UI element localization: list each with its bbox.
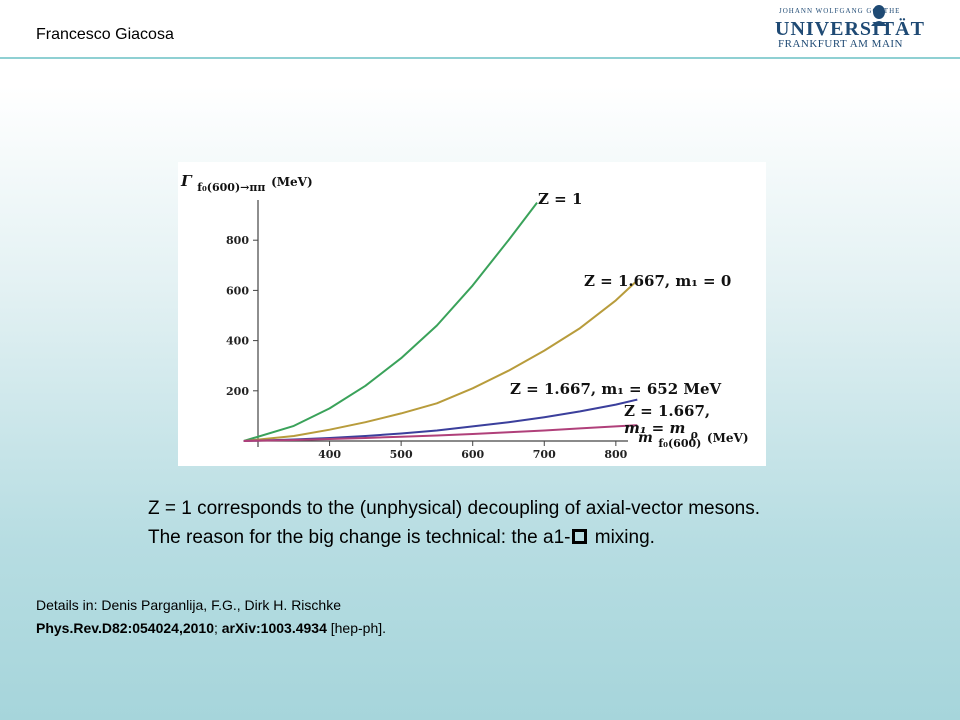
reference-journal: Phys.Rev.D82:054024,2010 xyxy=(36,620,214,636)
curve-label-z1667-mrho-2: m₁ = m ρ xyxy=(624,419,698,441)
curve-label-mrho-main: m₁ = m xyxy=(624,419,685,437)
x-tick-label: 700 xyxy=(533,448,556,461)
x-axis-title: m f₀(600) (MeV) xyxy=(638,427,749,451)
reference-separator: ; xyxy=(213,620,222,636)
details-line-2: Phys.Rev.D82:054024,2010; arXiv:1003.493… xyxy=(36,617,386,640)
y-axis-title-unit: (MeV) xyxy=(271,175,313,189)
y-tick-label: 400 xyxy=(226,335,249,348)
logo-line-3: FRANKFURT AM MAIN xyxy=(778,38,903,50)
caption-line-2: The reason for the big change is technic… xyxy=(148,523,948,552)
y-tick-label: 800 xyxy=(226,234,249,247)
reference-details: Details in: Denis Parganlija, F.G., Dirk… xyxy=(36,594,386,640)
x-tick-label: 800 xyxy=(604,448,627,461)
curve-label-z1667-m0: Z = 1.667, m₁ = 0 xyxy=(584,272,731,290)
x-tick-label: 600 xyxy=(461,448,484,461)
university-logo: JOHANN WOLFGANG GOETHE UNIVERSITÄT FRANK… xyxy=(773,4,929,52)
caption: Z = 1 corresponds to the (unphysical) de… xyxy=(148,494,948,552)
series-line-1 xyxy=(243,201,538,442)
author-name: Francesco Giacosa xyxy=(36,26,174,43)
curve-label-mrho-sub: ρ xyxy=(691,428,698,441)
x-axis-title-main: m xyxy=(638,430,653,446)
logo-line-2: UNIVERSITÄT xyxy=(775,18,925,40)
x-tick-label: 400 xyxy=(318,448,341,461)
curve-label-z1667-mrho-1: Z = 1.667, xyxy=(624,402,710,420)
x-axis-title-sub: f₀(600) xyxy=(658,437,701,450)
series-line-2 xyxy=(243,279,638,442)
caption-line-1: Z = 1 corresponds to the (unphysical) de… xyxy=(148,498,761,519)
curve-label-z1667-m652: Z = 1.667, m₁ = 652 MeV xyxy=(510,380,722,398)
header-divider xyxy=(0,57,960,59)
y-axis-title-sub: f₀(600)→ππ xyxy=(197,181,265,194)
x-tick-label: 500 xyxy=(390,448,413,461)
caption-line-2-after: mixing. xyxy=(589,527,655,548)
caption-line-2-before: The reason for the big change is technic… xyxy=(148,527,571,548)
reference-arxiv: arXiv:1003.4934 xyxy=(221,620,327,636)
y-axis-title: Γ f₀(600)→ππ (MeV) xyxy=(180,171,313,195)
y-tick-label: 200 xyxy=(226,385,249,398)
goethe-portrait-icon xyxy=(871,5,887,26)
missing-glyph-box-icon xyxy=(572,529,588,544)
y-tick-label: 600 xyxy=(226,284,249,297)
reference-tail: [hep-ph]. xyxy=(326,620,387,636)
details-line-1: Details in: Denis Parganlija, F.G., Dirk… xyxy=(36,597,341,613)
decay-width-chart: 400 500 600 700 800 200 400 600 800 Γ f₀(600)→ππ… xyxy=(178,162,766,466)
y-axis-title-main: Γ xyxy=(180,172,193,190)
chart-svg: 400 500 600 700 800 200 400 600 800 Γ f₀(600)→ππ… xyxy=(180,171,749,461)
series-line-4 xyxy=(243,424,638,442)
x-axis-title-unit: (MeV) xyxy=(707,431,749,445)
curve-label-z1: Z = 1 xyxy=(538,190,582,208)
logo-line-1: JOHANN WOLFGANG GOETHE xyxy=(779,7,901,15)
